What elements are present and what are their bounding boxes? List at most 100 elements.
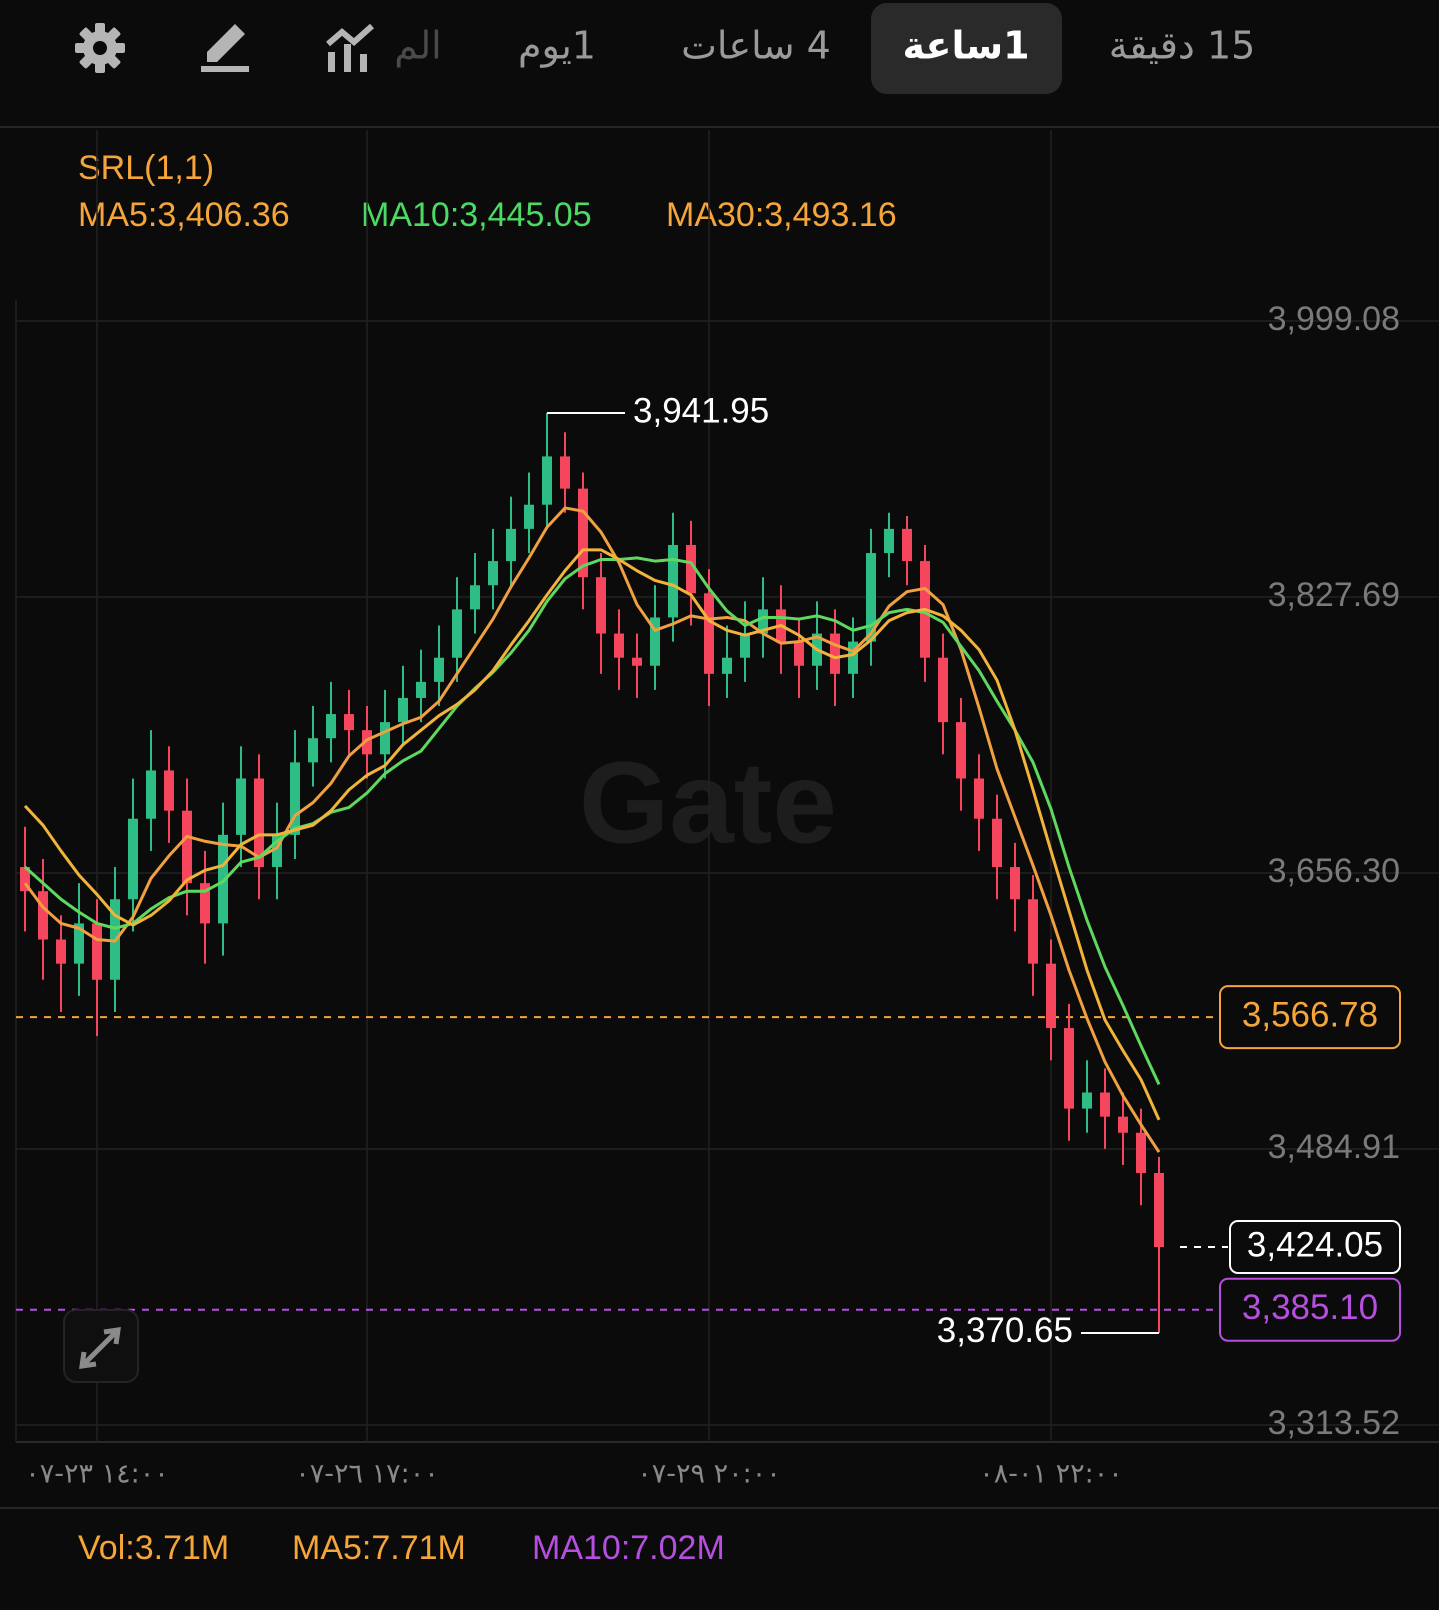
candle-body xyxy=(452,609,462,658)
icon-line xyxy=(326,23,374,47)
timeframe-tab[interactable]: 1يوم xyxy=(518,24,596,69)
candle-body xyxy=(632,657,642,666)
candle-body xyxy=(1064,1028,1074,1109)
candle-body xyxy=(164,770,174,811)
x-tick-label: ٢٢:٠٠ ٠١-٠٨ xyxy=(979,1459,1122,1490)
candle-body xyxy=(128,818,138,900)
candle-body xyxy=(326,714,336,739)
candle-body xyxy=(20,867,30,892)
indicator-title: SRL(1,1) xyxy=(78,149,214,187)
candle-body xyxy=(650,617,660,666)
pencil xyxy=(207,24,245,62)
candle-body xyxy=(956,722,966,779)
indicator-icon[interactable] xyxy=(326,23,374,72)
candle-body xyxy=(578,488,588,578)
candle-body xyxy=(524,504,534,529)
candle-body xyxy=(668,544,678,618)
candle-body xyxy=(1010,867,1020,900)
ma-legend: MA30:3,493.16 xyxy=(666,196,897,234)
ma-line xyxy=(23,556,1161,1086)
candle-body xyxy=(1118,1116,1128,1133)
timeframe-tabs: 15 دقيقة 1ساعة 4 ساعات 1يوم الم xyxy=(394,24,1255,69)
expand-glyph xyxy=(79,1327,121,1369)
candle-body xyxy=(362,730,372,755)
candle-body xyxy=(758,609,768,634)
low-label: 3,370.65 xyxy=(937,1311,1073,1350)
watermark: Gate xyxy=(579,738,837,868)
candle-body xyxy=(38,891,48,940)
candle-body xyxy=(722,657,732,674)
indicator-legend: MA5:3,406.36 MA10:3,445.05 MA30:3,493.16 xyxy=(78,196,897,234)
pencil-base xyxy=(201,66,249,72)
candle-body xyxy=(272,834,282,868)
candle-body xyxy=(56,939,66,964)
timeframe-tab[interactable]: الم xyxy=(394,24,441,68)
x-tick-label: ٢٠:٠٠ ٢٩-٠٧ xyxy=(637,1459,780,1490)
candle-body xyxy=(884,528,894,554)
candle-body xyxy=(380,722,390,755)
y-tick-label: 3,827.69 xyxy=(1268,576,1400,614)
icon-bar xyxy=(344,44,351,72)
candle-body xyxy=(560,456,570,489)
price-label-box xyxy=(1219,985,1401,1050)
candle-body xyxy=(308,738,318,763)
current-price-box xyxy=(1229,1220,1401,1275)
candle-body xyxy=(236,778,246,835)
candle-body xyxy=(488,561,498,586)
y-tick-label: 3,313.52 xyxy=(1268,1404,1400,1442)
candle-body xyxy=(704,593,714,674)
draw-icon[interactable] xyxy=(201,24,249,72)
expand-button[interactable] xyxy=(63,1309,139,1383)
candle-body xyxy=(1154,1173,1164,1248)
candle-body xyxy=(200,883,210,924)
y-tick-label: 3,999.08 xyxy=(1268,300,1400,338)
candle-body xyxy=(740,633,750,658)
candle-body xyxy=(938,657,948,723)
candle-body xyxy=(254,778,264,868)
timeframe-tab[interactable]: 1ساعة xyxy=(902,24,1029,68)
candle-body xyxy=(74,923,84,964)
price-label: 3,385.10 xyxy=(1242,1288,1378,1327)
candle-body xyxy=(542,456,552,505)
candle-body xyxy=(596,577,606,634)
timeframe-tab[interactable]: 15 دقيقة xyxy=(1109,24,1256,68)
y-tick-label: 3,484.91 xyxy=(1268,1128,1400,1166)
active-tab-bg xyxy=(871,3,1062,94)
candle-body xyxy=(830,633,840,674)
candle-body xyxy=(506,528,516,562)
x-tick-label: ١٤:٠٠ ٢٣-٠٧ xyxy=(25,1459,168,1490)
candle-body xyxy=(92,923,102,980)
ma-line xyxy=(23,506,1161,1153)
candle-body xyxy=(614,633,624,658)
candle-body xyxy=(1082,1092,1092,1109)
icon-bar xyxy=(328,52,335,72)
ma-legend: MA10:3,445.05 xyxy=(361,196,592,234)
candle-body xyxy=(398,697,408,723)
volume-legend-item: Vol:3.71M xyxy=(78,1529,229,1567)
candle-body xyxy=(992,818,1002,868)
candle-body xyxy=(416,681,426,698)
candle-body xyxy=(866,553,876,642)
candles xyxy=(20,413,1164,1333)
candle-body xyxy=(974,778,984,819)
timeframe-tab[interactable]: 4 ساعات xyxy=(681,24,831,68)
candle-body xyxy=(686,544,696,594)
settings-icon[interactable] xyxy=(75,23,125,73)
candle-body xyxy=(1046,963,1056,1029)
candle-body xyxy=(1100,1092,1110,1117)
candle-body xyxy=(218,834,228,924)
ma-line xyxy=(23,548,1161,1121)
candle-body xyxy=(290,762,300,835)
icon-bar xyxy=(360,54,367,72)
candle-body xyxy=(902,528,912,562)
candle-body xyxy=(1028,899,1038,964)
candle-body xyxy=(794,641,804,666)
volume-legend: Vol:3.71M MA5:7.71M MA10:7.02M xyxy=(78,1529,725,1567)
plot-area: 3,313.52 3,484.91 3,656.30 3,827.69 3,999.08… xyxy=(15,130,1439,1490)
x-tick-label: ١٧:٠٠ ٢٦-٠٧ xyxy=(295,1459,438,1490)
price-label: 3,566.78 xyxy=(1242,995,1378,1034)
candle-body xyxy=(146,770,156,819)
current-price-label: 3,424.05 xyxy=(1247,1225,1383,1264)
high-label: 3,941.95 xyxy=(633,391,769,430)
